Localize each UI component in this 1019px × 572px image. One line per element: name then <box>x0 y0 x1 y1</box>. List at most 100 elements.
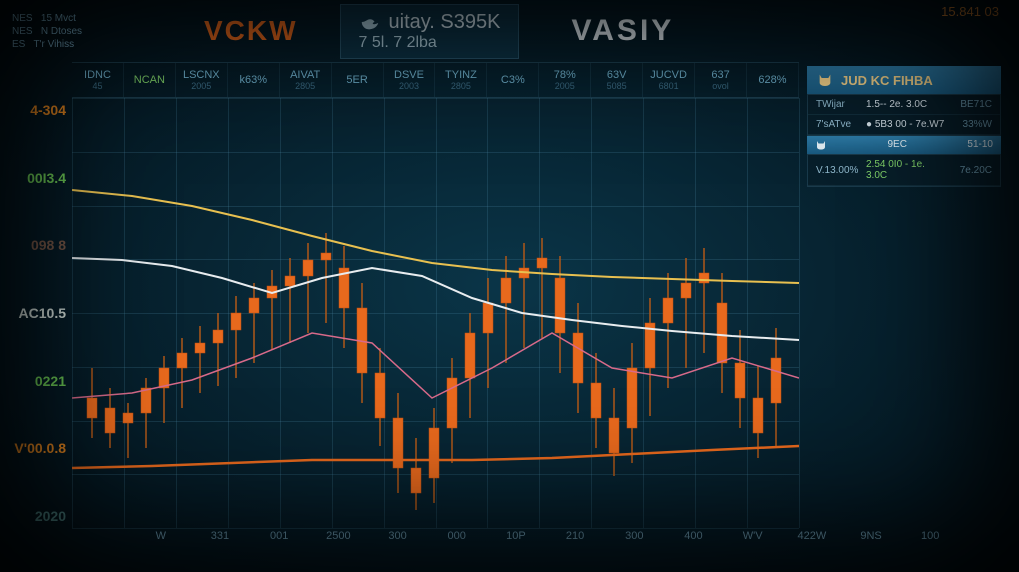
col-h2: 2805 <box>451 81 471 91</box>
col-h1: IDNC <box>84 69 111 81</box>
meta-r3-a: ES <box>12 39 25 50</box>
x-label: 100 <box>901 530 960 560</box>
col-h1: 628% <box>758 74 786 86</box>
row-change: BE71C <box>952 99 992 110</box>
col-h2: 2003 <box>399 81 419 91</box>
top-bar: NES 15 Mvct NES N Dtoses ES T'r Vihiss V… <box>0 0 1019 62</box>
col-h1: TYINZ <box>445 69 477 81</box>
x-label: 2500 <box>309 530 368 560</box>
x-label <box>72 530 131 560</box>
row-label: TWijar <box>816 99 860 110</box>
watchlist-row[interactable]: TWijar 1.5-- 2e. 3.0C BE71C <box>808 95 1000 115</box>
x-label: 422W <box>782 530 841 560</box>
meta-r1-b: 15 Mvct <box>41 13 76 24</box>
col-header[interactable]: C3% <box>487 63 539 97</box>
col-header[interactable]: NCAN <box>124 63 176 97</box>
col-h2: 5085 <box>607 81 627 91</box>
x-axis: W331001250030000010P210300400W'V422W9NS1… <box>72 530 1019 560</box>
col-h1: k63% <box>239 74 267 86</box>
col-h1: 78% <box>554 69 576 81</box>
col-header[interactable]: 628% <box>747 63 799 97</box>
x-label: W'V <box>723 530 782 560</box>
watchlist-header[interactable]: JUD KC FIHBA <box>807 66 1001 94</box>
summary-panel[interactable]: uitay. S395K 7 5l. 7 2lba <box>340 4 520 59</box>
row-value: ● 5B3 00 - 7e.W7 <box>866 119 946 130</box>
y-label: 0221 <box>6 373 66 389</box>
top-left-meta: NES 15 Mvct NES N Dtoses ES T'r Vihiss <box>12 13 132 50</box>
x-label: 10P <box>486 530 545 560</box>
col-h2: ovol <box>712 81 729 91</box>
col-header[interactable]: k63% <box>228 63 280 97</box>
col-h1: DSVE <box>394 69 424 81</box>
col-header[interactable]: 5ER <box>332 63 384 97</box>
row-change: 7e.20C <box>952 165 992 176</box>
meta-r2-b: N Dtoses <box>41 26 82 37</box>
x-label: 300 <box>605 530 664 560</box>
col-h1: C3% <box>501 74 525 86</box>
subhead-left: 9EC <box>887 139 906 151</box>
col-header[interactable]: 63V5085 <box>591 63 643 97</box>
x-label: 210 <box>546 530 605 560</box>
ticker-secondary[interactable]: VASIY <box>571 14 674 48</box>
ticker-primary[interactable]: VCKW <box>204 15 298 47</box>
subhead-right: 51-10 <box>967 139 993 151</box>
col-header[interactable]: 78%2005 <box>539 63 591 97</box>
y-label: 2020 <box>6 508 66 524</box>
row-value: 2.54 0I0 - 1e. 3.0C <box>866 159 946 181</box>
y-label: AC10.5 <box>6 305 66 321</box>
watchlist-row[interactable]: 7'sATve ● 5B3 00 - 7e.W7 33%W <box>808 115 1000 135</box>
col-h1: 63V <box>607 69 627 81</box>
chart-area[interactable] <box>72 98 799 528</box>
meta-r3-b: T'r Vihiss <box>34 39 75 50</box>
col-h2: 2005 <box>555 81 575 91</box>
col-header[interactable]: DSVE2003 <box>384 63 436 97</box>
x-label <box>960 530 1019 560</box>
y-label: 00I3.4 <box>6 170 66 186</box>
x-label: 9NS <box>841 530 900 560</box>
col-header[interactable]: TYINZ2805 <box>435 63 487 97</box>
col-header[interactable]: 637ovol <box>695 63 747 97</box>
top-right-line1: 15.841 03 <box>941 4 999 21</box>
col-h2: 45 <box>92 81 102 91</box>
x-label: 331 <box>190 530 249 560</box>
meta-r2-a: NES <box>12 26 33 37</box>
watchlist-panel: JUD KC FIHBA TWijar 1.5-- 2e. 3.0C BE71C 7'… <box>807 66 1001 187</box>
y-axis: 4-30400I3.4098 8AC10.50221V'00.0.82020 <box>0 98 72 528</box>
col-header[interactable]: JUCVD6801 <box>643 63 695 97</box>
row-change: 33%W <box>952 119 992 130</box>
col-h1: JUCVD <box>650 69 687 81</box>
col-header[interactable]: LSCNX2005 <box>176 63 228 97</box>
col-header[interactable]: IDNC45 <box>72 63 124 97</box>
col-h1: AIVAT <box>290 69 320 81</box>
watchlist-row[interactable]: V.13.00% 2.54 0I0 - 1e. 3.0C 7e.20C <box>808 155 1000 186</box>
x-label: 300 <box>368 530 427 560</box>
watchlist-rows: TWijar 1.5-- 2e. 3.0C BE71C 7'sATve ● 5B3 00… <box>807 94 1001 136</box>
top-right-value: 15.841 03 <box>941 4 999 21</box>
row-value: 1.5-- 2e. 3.0C <box>866 99 946 110</box>
watchlist-rows-2: V.13.00% 2.54 0I0 - 1e. 3.0C 7e.20C <box>807 154 1001 187</box>
meta-r1-a: NES <box>12 13 33 24</box>
y-label: V'00.0.8 <box>6 440 66 456</box>
watchlist-title: JUD KC FIHBA <box>841 73 933 88</box>
col-h2: 6801 <box>659 81 679 91</box>
x-label: W <box>131 530 190 560</box>
chart-svg <box>72 98 799 528</box>
row-label: V.13.00% <box>816 165 860 176</box>
x-label: 000 <box>427 530 486 560</box>
col-h1: LSCNX <box>183 69 220 81</box>
cat-icon <box>817 72 833 88</box>
summary-line2: 7 5l. 7 2lba <box>359 34 501 52</box>
row-label: 7'sATve <box>816 119 860 130</box>
y-label: 4-304 <box>6 102 66 118</box>
cat-icon-small <box>815 139 827 151</box>
col-h2: 2805 <box>295 81 315 91</box>
x-label: 001 <box>250 530 309 560</box>
bird-icon <box>359 11 381 33</box>
col-h2: 2005 <box>191 81 211 91</box>
col-header[interactable]: AIVAT2805 <box>280 63 332 97</box>
watchlist-subhead[interactable]: 9EC 51-10 <box>807 136 1001 154</box>
column-headers: IDNC45NCANLSCNX2005k63%AIVAT28055ERDSVE2… <box>72 62 799 98</box>
col-h1: NCAN <box>134 74 165 86</box>
x-label: 400 <box>664 530 723 560</box>
col-h1: 5ER <box>346 74 367 86</box>
